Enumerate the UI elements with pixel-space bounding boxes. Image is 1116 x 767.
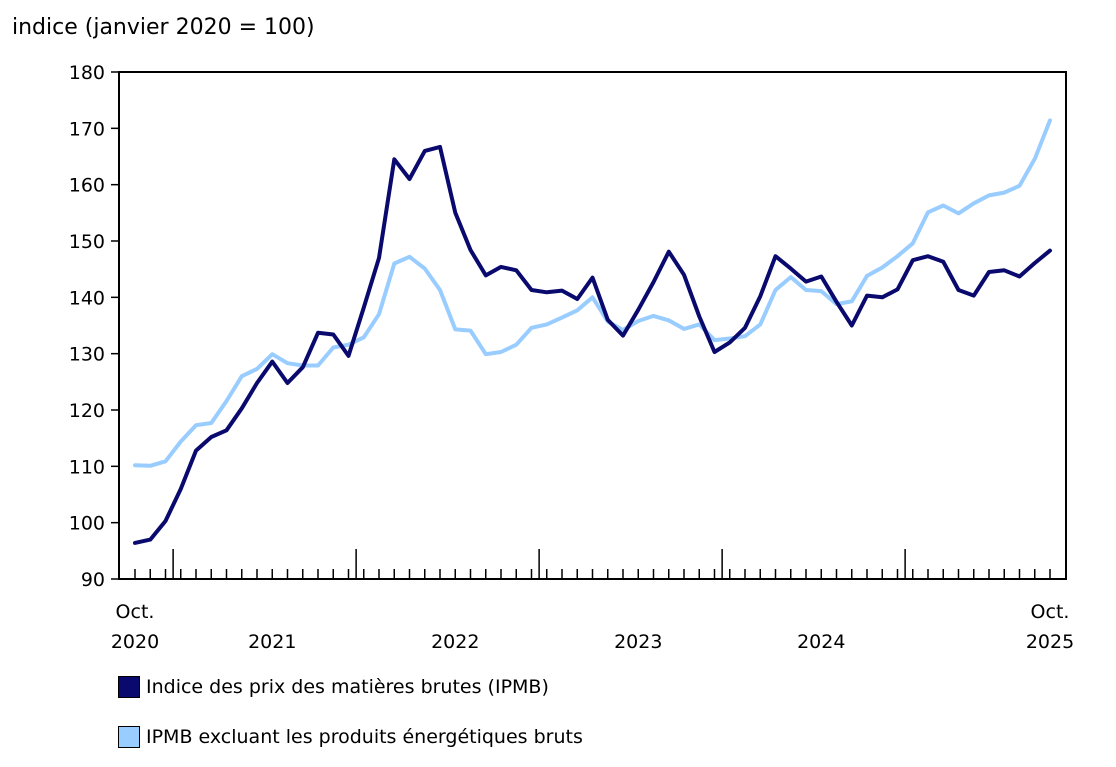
legend-item-ipmb-excl-energy: IPMB excluant les produits énergétiques … [118, 726, 583, 748]
y-tick-label: 120 [69, 400, 105, 422]
legend-label-ipmb-excl-energy: IPMB excluant les produits énergétiques … [146, 726, 583, 748]
y-axis-title: indice (janvier 2020 = 100) [12, 15, 315, 40]
series-line-ipmb-excl-energy [133, 118, 1052, 468]
y-tick-label: 100 [69, 513, 105, 535]
y-tick-label: 90 [81, 569, 105, 591]
x-tick-label-year: 2022 [431, 631, 479, 653]
x-tick-label-year: 2024 [797, 631, 845, 653]
legend-label-ipmb: Indice des prix des matières brutes (IPM… [146, 676, 549, 698]
series-line-ipmb [133, 144, 1052, 545]
plot-frame [118, 71, 1067, 580]
x-tick-label-month: Oct. [116, 601, 155, 623]
x-tick-label-year: 2021 [248, 631, 296, 653]
legend-item-ipmb: Indice des prix des matières brutes (IPM… [118, 676, 549, 698]
y-tick-label: 150 [69, 231, 105, 253]
y-tick-label: 180 [69, 62, 105, 84]
y-tick-label: 170 [69, 118, 105, 140]
legend-swatch-ipmb [118, 676, 140, 698]
plot-lines [133, 118, 1052, 545]
y-tick-label: 160 [69, 175, 105, 197]
y-tick-label: 140 [69, 287, 105, 309]
x-tick-label-year: 2020 [111, 631, 159, 653]
x-tick-label-year: 2023 [614, 631, 662, 653]
x-tick-label-year: 2025 [1026, 631, 1074, 653]
x-tick-label-month: Oct. [1031, 601, 1070, 623]
legend-swatch-ipmb-excl-energy [118, 726, 140, 748]
y-tick-label: 130 [69, 344, 105, 366]
x-axis: Oct. 2020 2021 2022 2023 2024 Oct. 2025 [111, 549, 1074, 653]
y-tick-label: 110 [69, 456, 105, 478]
y-axis: 90 100 110 120 130 140 150 160 170 180 [69, 62, 119, 591]
